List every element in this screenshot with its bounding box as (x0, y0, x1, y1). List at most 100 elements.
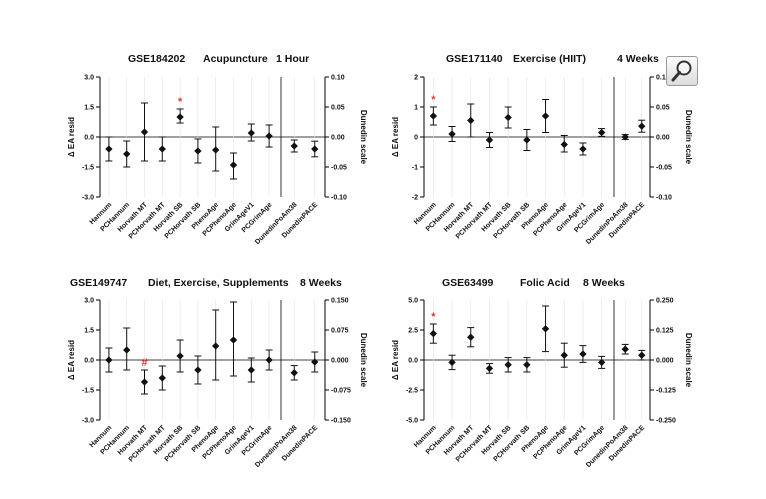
left-tick-label: -2.5 (406, 388, 418, 395)
chart-panel-p1: GSE184202 Acupuncture 1 Hour 3.0 1.5 0.0 -1.5 -… (67, 53, 368, 246)
data-point-marker (194, 366, 202, 374)
chart-title-part: Exercise (HIIT) (513, 53, 586, 65)
data-point-marker (541, 112, 550, 120)
y-axis-label: Δ EA resid (391, 340, 400, 380)
right-tick-label: 0.000 (656, 358, 674, 365)
data-point-marker (290, 142, 298, 150)
chart-title-part: Acupuncture (203, 53, 268, 65)
right-tick-label: 0.250 (656, 298, 674, 305)
left-tick-label: -5.0 (406, 418, 418, 425)
left-tick-label: 1.5 (84, 328, 94, 335)
data-point-marker (158, 374, 166, 382)
data-point-marker (523, 136, 531, 144)
right-tick-label: 0.10 (331, 75, 345, 82)
left-tick-label: 0 (414, 135, 418, 142)
left-tick-label: 1.5 (84, 105, 94, 112)
data-point-marker (448, 358, 456, 367)
left-tick-label: -3.0 (82, 195, 94, 202)
data-point-marker (560, 351, 568, 359)
chart-title-part: 4 Weeks (617, 53, 659, 65)
y-axis-label: Δ EA resid (67, 340, 76, 380)
data-point-marker (123, 346, 131, 354)
data-point-marker (638, 351, 646, 359)
chart-title-part: Diet, Exercise, Supplements (148, 277, 289, 289)
significance-marker: * (431, 94, 436, 106)
data-point-marker (504, 113, 512, 122)
left-tick-label: 0.0 (84, 135, 94, 142)
chart-title-part: GSE63499 (442, 277, 494, 289)
chart-title-part: GSE149747 (70, 277, 127, 289)
chart-panel-p3: GSE149747 Diet, Exercise, Supplements 8 We… (67, 277, 368, 469)
data-point-marker (597, 358, 606, 367)
chart-title-part: 1 Hour (276, 53, 309, 65)
right-tick-label: -0.10 (331, 195, 347, 202)
data-point-marker (212, 342, 220, 350)
left-tick-label: -1 (412, 165, 418, 172)
left-tick-label: 5.0 (408, 298, 418, 305)
data-point-marker (311, 358, 319, 366)
right-tick-label: 0.10 (656, 75, 670, 82)
data-point-marker (467, 333, 475, 341)
left-tick-label: 1 (414, 105, 418, 112)
data-point-marker (579, 145, 587, 153)
data-point-marker (140, 378, 149, 386)
y2-axis-label: Dunedin scale (359, 110, 368, 165)
data-point-marker (597, 128, 606, 137)
data-point-marker (621, 345, 629, 353)
data-point-marker (638, 122, 646, 130)
chart-title-part: Folic Acid (520, 277, 570, 289)
chart-title-part: GSE184202 (128, 53, 185, 65)
data-point-marker (485, 136, 494, 144)
right-tick-label: 0.000 (331, 358, 349, 365)
left-tick-label: 2 (414, 75, 418, 82)
magnifier-icon (671, 60, 692, 82)
dunedin-category-label: DunedinPACE (281, 201, 319, 239)
data-point-marker (448, 130, 456, 138)
right-tick-label: -0.125 (656, 388, 676, 395)
data-point-marker (212, 146, 220, 154)
data-point-marker (290, 369, 298, 377)
data-point-marker (123, 150, 131, 158)
data-point-marker (105, 145, 113, 153)
data-point-marker (247, 129, 255, 137)
data-point-marker (311, 145, 319, 153)
right-tick-label: 0.00 (656, 135, 670, 142)
y2-axis-label: Dunedin scale (684, 110, 693, 165)
right-tick-label: -0.250 (656, 418, 676, 425)
right-tick-label: -0.075 (331, 388, 351, 395)
significance-marker: * (178, 96, 183, 108)
right-tick-label: 0.05 (656, 105, 670, 112)
data-point-marker (229, 336, 238, 344)
y2-axis-label: Dunedin scale (684, 333, 693, 388)
y2-axis-label: Dunedin scale (359, 333, 368, 388)
dunedin-category-label: DunedinPACE (281, 424, 319, 462)
chart-panel-p4: GSE63499 Folic Acid 8 Weeks 5.0 2.5 0.0 -2.5 -5… (391, 277, 693, 469)
data-point-marker (176, 352, 184, 360)
significance-marker: * (431, 311, 436, 323)
chart-title-part: 8 Weeks (583, 277, 625, 289)
significance-marker: # (141, 357, 147, 369)
y-axis-label: Δ EA resid (391, 117, 400, 157)
data-point-marker (140, 128, 149, 136)
left-tick-label: -1.5 (82, 165, 94, 172)
data-point-marker (429, 329, 438, 338)
right-tick-label: 0.125 (656, 328, 674, 335)
data-point-marker (229, 161, 238, 169)
right-tick-label: 0.075 (331, 328, 349, 335)
right-tick-label: 0.150 (331, 298, 349, 305)
zoom-button[interactable] (666, 56, 698, 86)
left-tick-label: 3.0 (84, 75, 94, 82)
right-tick-label: 0.05 (331, 105, 345, 112)
data-point-marker (429, 112, 438, 120)
left-tick-label: 0.0 (408, 358, 418, 365)
y-axis-label: Δ EA resid (67, 117, 76, 157)
right-tick-label: -0.05 (656, 165, 672, 172)
data-point-marker (485, 364, 494, 373)
right-tick-label: -0.10 (656, 195, 672, 202)
data-point-marker (560, 140, 568, 149)
data-point-marker (105, 356, 113, 364)
data-point-marker (579, 350, 587, 358)
chart-panel-p2: GSE171140 Exercise (HIIT) 4 Weeks 2 1 0 -1 -2 0.… (391, 53, 693, 246)
left-tick-label: -3.0 (82, 418, 94, 425)
